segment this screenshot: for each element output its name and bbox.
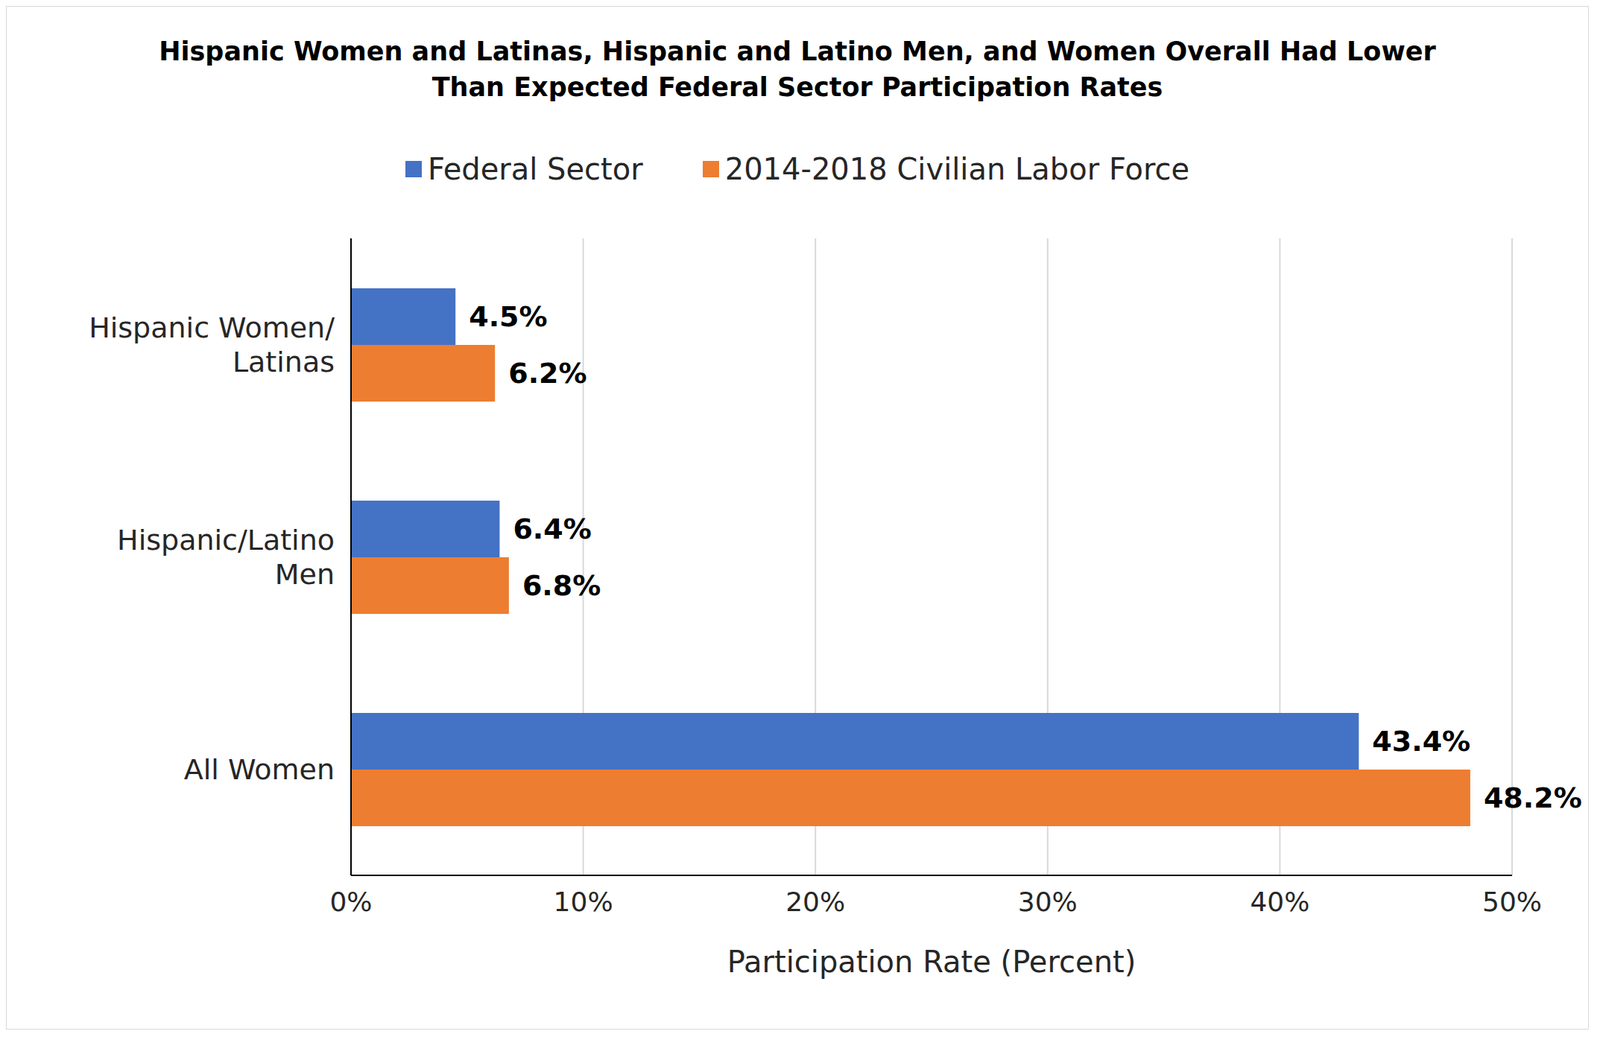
svg-text:6.2%: 6.2%	[508, 356, 587, 390]
html-text:Hispanic Women and Latinas, Hi: Hispanic Women and Latinas, Hispanic and…	[158, 36, 1436, 103]
html-text:2014-2018 Civilian Labor Force: 2014-2018 Civilian Labor Force	[724, 152, 1190, 187]
svg-text:Hispanic Women/Latinas: Hispanic Women/Latinas	[88, 311, 335, 379]
svg-text:43.4%: 43.4%	[1371, 725, 1471, 758]
svg-text:20%: 20%	[785, 886, 846, 918]
html-text:Federal Sector: Federal Sector	[427, 152, 643, 187]
svg-text:40%: 40%	[1249, 886, 1310, 918]
svg-text:10%: 10%	[553, 886, 614, 918]
svg-text:0%: 0%	[329, 886, 372, 918]
svg-text:48.2%: 48.2%	[1483, 781, 1583, 815]
svg-text:30%: 30%	[1017, 886, 1078, 918]
svg-text:50%: 50%	[1482, 886, 1542, 918]
svg-text:Participation Rate (Percent): Participation Rate (Percent)	[727, 944, 1137, 980]
svg-text:Hispanic/LatinoMen: Hispanic/LatinoMen	[117, 523, 335, 591]
svg-text:6.8%: 6.8%	[522, 569, 601, 603]
svg-text:All Women: All Women	[184, 753, 335, 787]
svg-text:4.5%: 4.5%	[468, 300, 547, 334]
svg-text:6.4%: 6.4%	[512, 512, 591, 546]
